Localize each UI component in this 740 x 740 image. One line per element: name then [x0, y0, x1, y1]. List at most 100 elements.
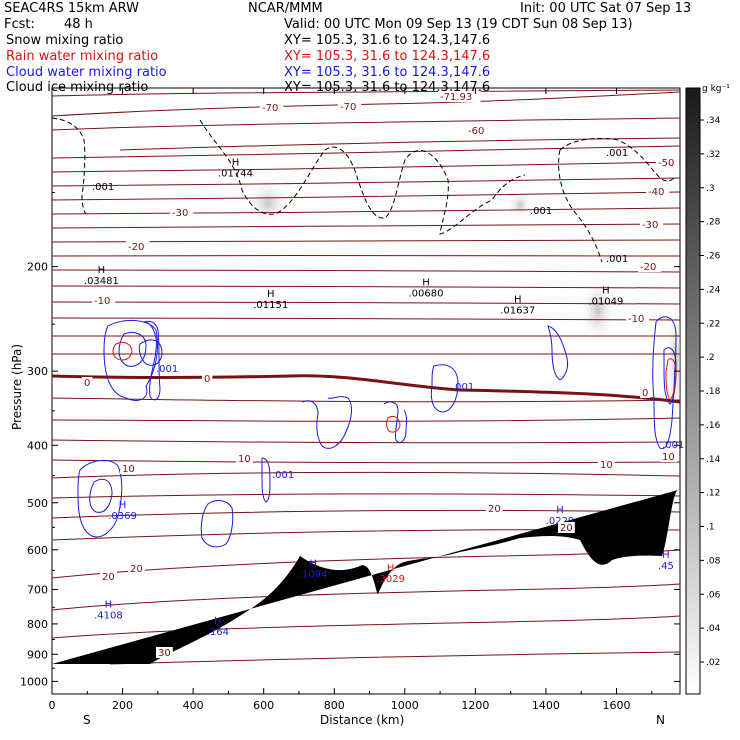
field-cloud-water-xy: XY= 105.3, 31.6 to 124.3,147.6	[284, 65, 491, 80]
rain-water-contour	[665, 358, 677, 401]
x-tick-label: 0	[49, 699, 56, 712]
x-tick-label: 800	[324, 699, 345, 712]
isotherm-line	[52, 177, 680, 187]
cloud-water-contour	[547, 325, 569, 381]
contour-value-label: .001	[92, 182, 114, 193]
maximum-value-label: .4108	[94, 610, 123, 621]
isotherm-label: -10	[94, 296, 110, 307]
y-tick-label: 500	[27, 497, 48, 510]
isotherm-line	[52, 191, 680, 201]
cloud-water-contour	[261, 457, 271, 503]
isotherm-line	[52, 161, 680, 173]
colorbar-tick-label: .18	[706, 387, 721, 397]
isotherm-label: 10	[600, 460, 613, 471]
colorbar-tick-label: .3	[706, 184, 715, 194]
y-tick-label: 600	[27, 544, 48, 557]
isotherm-label-bg	[640, 219, 664, 230]
isotherm-label-bg	[660, 451, 677, 462]
y-tick-label: 1000	[20, 675, 48, 688]
cloud-ice-contour	[52, 117, 87, 215]
isotherm-line	[52, 285, 680, 289]
colorbar-tick-label: .26	[706, 252, 721, 262]
y-tick-label: 300	[27, 365, 48, 378]
x-tick-label: 1200	[461, 699, 489, 712]
colorbar	[685, 87, 701, 695]
isotherm-label: -60	[468, 126, 484, 137]
rain-water-contour	[386, 415, 401, 433]
isotherm-line	[52, 269, 680, 273]
isotherm-label: -20	[640, 262, 656, 273]
isotherm-label-bg	[640, 387, 651, 398]
isotherm-label-bg	[120, 463, 137, 474]
isotherm-line	[109, 651, 680, 665]
isotherm-line	[52, 207, 680, 215]
contour-value-label: .001	[606, 254, 628, 265]
isotherm-label-bg	[128, 563, 145, 574]
x-tick-label: 1400	[532, 699, 560, 712]
colorbar-tick-label: .16	[706, 421, 721, 431]
isotherm-line	[52, 439, 680, 444]
isotherm-label-bg	[92, 295, 116, 306]
cloud-water-contour	[301, 396, 353, 449]
colorbar-tick-label: .02	[706, 658, 720, 668]
colorbar-tick-label: .32	[706, 150, 720, 160]
isotherm-label-bg	[466, 125, 490, 136]
colorbar-tick-label: .2	[706, 353, 715, 363]
maximum-value-label: .01744	[218, 168, 253, 179]
maximum-value-label: .01151	[253, 300, 288, 311]
maximum-marker: H	[662, 550, 670, 561]
isotherm-line	[52, 459, 680, 464]
isotherm-label-bg	[438, 91, 481, 102]
colorbar-tick-label: .04	[706, 624, 721, 634]
terrain-line	[52, 490, 678, 664]
y-tick-label: 400	[27, 439, 48, 452]
x-tick-label: 200	[112, 699, 133, 712]
isotherm-line	[52, 317, 680, 321]
isotherm-line	[52, 223, 680, 229]
x-axis-start-label: S	[83, 713, 91, 727]
isotherm-label: 20	[102, 572, 115, 583]
x-tick-label: 400	[183, 699, 204, 712]
maximum-marker: H	[514, 295, 522, 306]
field-snow-name: Snow mixing ratio	[6, 33, 124, 48]
contour-value-label: .001	[272, 470, 294, 481]
maximum-marker: H	[556, 505, 564, 516]
contour-value-label: .001	[530, 206, 552, 217]
maximum-value-label: .1094	[299, 569, 328, 580]
cloud-water-contour	[383, 401, 407, 443]
isotherm-label-bg	[598, 459, 615, 470]
isotherm-label-bg	[638, 261, 662, 272]
isotherm-line	[52, 397, 680, 403]
isotherm-label: -10	[628, 314, 644, 325]
isotherm-label: -71.93	[440, 92, 472, 103]
maximum-marker: H	[232, 157, 240, 168]
isotherm-label-bg	[82, 377, 93, 388]
colorbar-tick-label: .12	[706, 489, 720, 499]
snow-shading	[246, 179, 290, 227]
colorbar-tick-label: .14	[706, 455, 721, 465]
maximum-value-label: .03481	[84, 276, 119, 287]
contour-value-label: .001	[452, 382, 474, 393]
isotherm-label: 0	[204, 374, 210, 385]
isotherm-label-bg	[656, 157, 680, 168]
isotherm-label-bg	[170, 207, 194, 218]
isotherm-label: 0	[642, 388, 648, 399]
isotherm-label-bg	[236, 453, 253, 464]
isotherm-line	[52, 117, 680, 131]
maximum-marker: H	[387, 563, 395, 574]
colorbar-unit: g kg⁻¹	[702, 84, 730, 94]
isotherm-label-bg	[646, 186, 670, 197]
isotherm-label-bg	[260, 102, 284, 113]
colorbar-tick-label: .34	[706, 116, 721, 126]
snow-shading	[508, 191, 532, 219]
cloud-water-contour	[103, 320, 159, 401]
isotherm-line	[52, 417, 680, 422]
x-tick-label: 600	[253, 699, 274, 712]
isotherm-label: 10	[122, 464, 135, 475]
isotherm-label: -70	[340, 102, 356, 113]
isotherm-label: -70	[262, 103, 278, 114]
colorbar-tick-label: .08	[706, 556, 721, 566]
isotherm-label: -20	[128, 242, 144, 253]
